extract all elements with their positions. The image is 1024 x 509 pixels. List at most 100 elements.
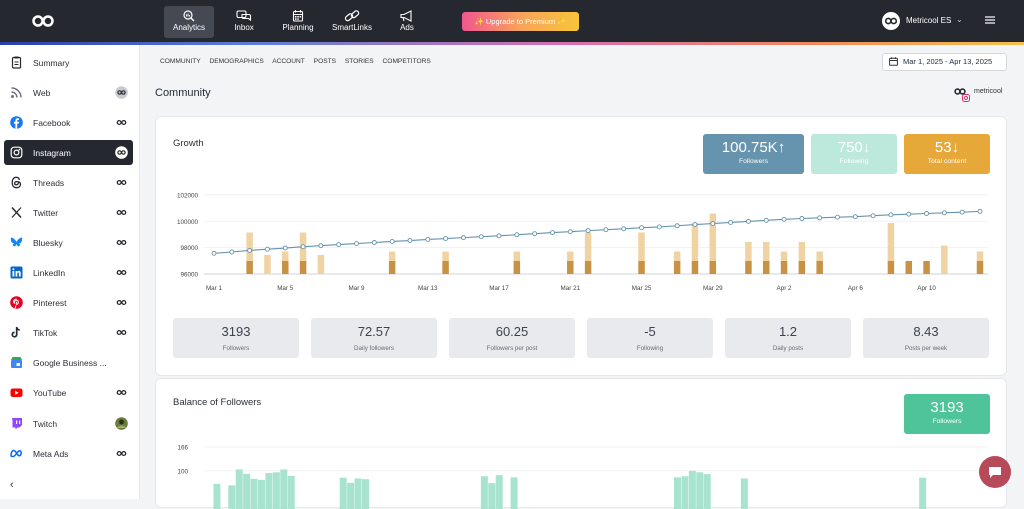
posts-bar: [762, 242, 770, 261]
followers-point: [977, 208, 983, 214]
reels-bar: [923, 261, 930, 274]
sidebar-item-tiktok[interactable]: TikTok: [4, 320, 133, 345]
stat-label: Followers: [222, 345, 250, 352]
stat-label: Posts per week: [904, 345, 948, 352]
sidebar-item-youtube[interactable]: YouTube: [4, 380, 133, 405]
account-avatar[interactable]: [882, 12, 900, 30]
sidebar-item-twitch[interactable]: Twitch: [4, 411, 133, 436]
tab-community[interactable]: COMMUNITY: [160, 58, 201, 65]
sidebar-item-twitter[interactable]: Twitter: [4, 200, 133, 225]
stat-label: Daily followers: [354, 345, 394, 352]
tiktok-icon: [11, 326, 20, 338]
nav-inbox[interactable]: Inbox: [224, 6, 264, 38]
google-business-icon: [11, 357, 22, 368]
posts-bar: [691, 223, 699, 261]
reels-bar: [887, 261, 895, 274]
y-tick-label: 166: [177, 445, 188, 452]
followers-point: [318, 243, 324, 249]
posts-bar: [798, 242, 806, 261]
tab-competitors[interactable]: COMPETITORS: [382, 58, 431, 65]
reels-bar: [673, 261, 681, 274]
sidebar-item-linkedin[interactable]: LinkedIn: [4, 260, 133, 285]
sidebar-item-facebook[interactable]: Facebook: [4, 110, 133, 135]
balance-bar: [339, 477, 347, 509]
x-tick-label: Apr 10: [917, 285, 936, 292]
stat-value: 1.2: [778, 324, 798, 339]
account-name[interactable]: Metricool ES: [906, 16, 952, 25]
sidebar-item-label: Google Business ...: [33, 358, 107, 368]
growth-card: Growth 100.75K↑ Followers 750↓ Following…: [155, 116, 1007, 376]
posts-bar: [709, 213, 717, 261]
sidebar-item-instagram[interactable]: Instagram: [4, 140, 133, 165]
date-range-picker[interactable]: Mar 1, 2025 - Apr 13, 2025: [882, 53, 1007, 71]
threads-icon: [11, 176, 22, 189]
followers-point: [247, 247, 253, 253]
sidebar-item-label: Meta Ads: [33, 449, 69, 459]
balance-bar: [213, 483, 221, 509]
followers-point: [300, 244, 306, 250]
x-tick-label: Mar 9: [348, 285, 365, 292]
followers-point: [460, 235, 466, 241]
sidebar-item-label: Facebook: [33, 118, 71, 128]
followers-line: [213, 210, 981, 254]
chat-support-button[interactable]: [979, 456, 1011, 488]
followers-point: [799, 216, 805, 221]
connected-account-icon: [116, 239, 127, 246]
sidebar-item-label: Threads: [33, 178, 65, 188]
followers-point: [211, 250, 217, 256]
followers-point: [817, 215, 823, 221]
inbox-icon: [236, 10, 252, 22]
nav-smartlinks[interactable]: SmartLinks: [328, 6, 376, 38]
sidebar-item-label: LinkedIn: [33, 268, 66, 278]
connected-account-icon: [116, 269, 127, 276]
posts-bar: [513, 251, 521, 261]
followers-point: [852, 214, 858, 220]
upgrade-premium-button[interactable]: ✨ Upgrade to Premium ✨: [462, 12, 579, 31]
sidebar-item-bluesky[interactable]: Bluesky: [4, 230, 133, 255]
balance-title: Balance of Followers: [173, 397, 262, 408]
tab-posts[interactable]: POSTS: [313, 58, 337, 65]
twitch-icon: [12, 418, 22, 430]
posts-bar: [745, 242, 752, 261]
kpi-balance-value: 3193: [930, 399, 964, 416]
kpi-following[interactable]: 750↓ Following: [811, 134, 897, 174]
followers-point: [692, 222, 698, 228]
sidebar-item-google-business[interactable]: Google Business ...: [4, 350, 133, 375]
reels-bar: [816, 261, 823, 274]
reels-bar: [745, 261, 752, 274]
chevron-down-icon[interactable]: ⌄: [956, 15, 963, 24]
balance-bar: [258, 479, 265, 509]
linkedin-icon: [10, 266, 23, 279]
date-range-label: Mar 1, 2025 - Apr 13, 2025: [903, 57, 993, 66]
followers-point: [336, 242, 342, 248]
nav-ads[interactable]: Ads: [388, 6, 426, 38]
tab-account[interactable]: ACCOUNT: [272, 58, 305, 65]
tab-stories[interactable]: STORIES: [344, 58, 374, 65]
kpi-balance-followers[interactable]: 3193 Followers: [904, 394, 990, 434]
kpi-total-content[interactable]: 53↓ Total content: [904, 134, 990, 174]
nav-planning[interactable]: Planning: [276, 6, 320, 38]
y-tick-label: 96000: [180, 272, 198, 279]
kpi-balance-label: Followers: [932, 418, 962, 425]
sidebar-item-threads[interactable]: Threads: [4, 170, 133, 195]
nav-analytics[interactable]: Analytics: [164, 6, 214, 38]
kpi-total-content-label: Total content: [927, 158, 967, 165]
sidebar-item-pinterest[interactable]: Pinterest: [4, 290, 133, 315]
metricool-logo-icon[interactable]: [32, 14, 54, 28]
sidebar-item-summary[interactable]: Summary: [4, 50, 133, 75]
sidebar-item-label: TikTok: [33, 328, 58, 338]
kpi-followers[interactable]: 100.75K↑ Followers: [703, 134, 804, 174]
hamburger-menu-icon[interactable]: [984, 14, 996, 26]
reels-bar: [513, 261, 521, 274]
collapse-sidebar-icon[interactable]: ‹: [10, 479, 14, 491]
followers-point: [567, 229, 573, 235]
y-tick-label: 102000: [177, 192, 199, 199]
tab-demographics[interactable]: DEMOGRAPHICS: [209, 58, 264, 65]
section-tabs: COMMUNITY DEMOGRAPHICS ACCOUNT POSTS STO…: [160, 58, 438, 65]
sidebar-item-web[interactable]: Web: [4, 80, 133, 105]
x-tick-label: Mar 21: [560, 285, 580, 292]
sidebar-item-meta-ads[interactable]: Meta Ads: [4, 441, 133, 466]
followers-point: [371, 240, 377, 245]
reels-bar: [762, 261, 770, 274]
kpi-following-label: Following: [839, 158, 869, 165]
